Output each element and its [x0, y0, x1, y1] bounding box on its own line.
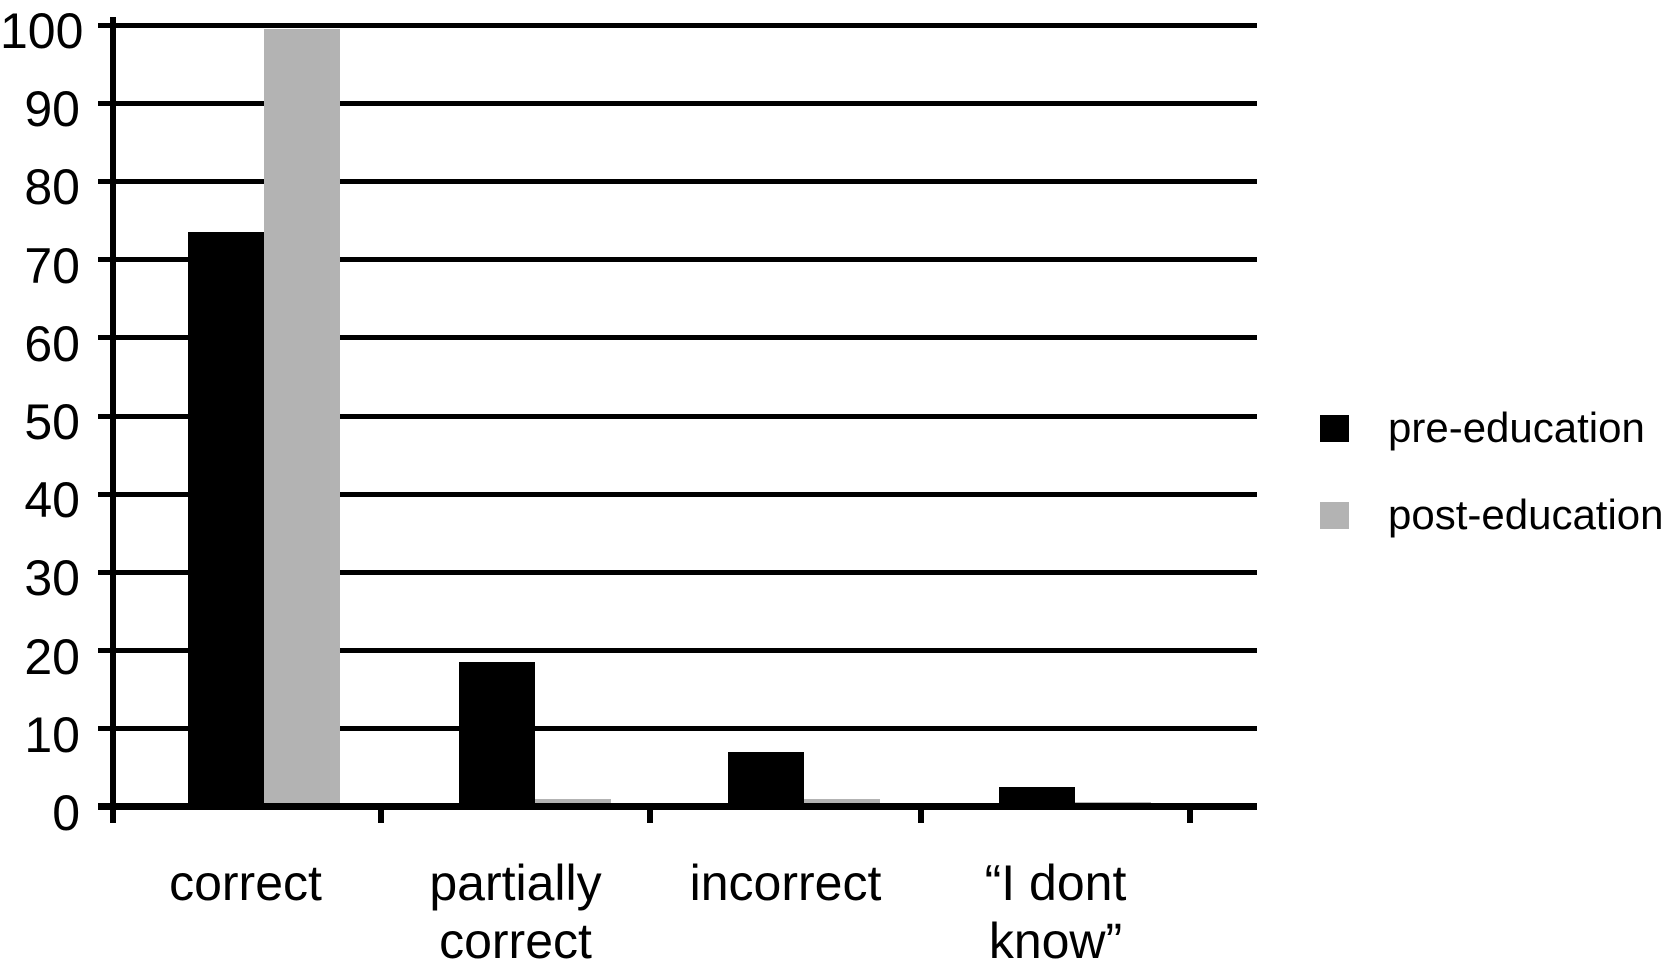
x-category-label: partially correct	[376, 854, 656, 970]
y-tick-label: 70	[24, 237, 80, 294]
y-tick-label: 80	[24, 159, 80, 216]
gridline	[98, 257, 1257, 263]
gridline	[98, 569, 1257, 575]
bar-pre-education	[999, 787, 1075, 807]
x-category-label-line: partially	[429, 855, 602, 911]
x-category-label-line: know”	[988, 913, 1123, 969]
y-tick-label: 50	[24, 394, 80, 450]
x-axis-tick	[1187, 807, 1193, 823]
gridline	[98, 648, 1257, 654]
x-category-label: “I dont know”	[916, 854, 1196, 970]
bar-post-education	[264, 28, 340, 807]
x-axis-line	[98, 803, 1257, 810]
y-tick-label: 0	[52, 785, 80, 841]
bar-pre-education	[728, 752, 804, 807]
x-axis-tick	[378, 807, 384, 823]
bar-pre-education	[459, 662, 535, 807]
gridline	[98, 413, 1257, 419]
gridline	[98, 726, 1257, 732]
gridline	[98, 178, 1257, 184]
gridline	[98, 100, 1257, 106]
y-tick-label: 20	[24, 628, 80, 685]
y-axis-line	[110, 17, 116, 823]
x-axis-tick	[918, 807, 924, 823]
y-tick-label: 90	[24, 81, 80, 138]
legend-item-pre-education: pre-education	[1320, 403, 1664, 453]
x-category-label: correct	[106, 854, 386, 912]
y-tick-label: 40	[24, 472, 80, 529]
x-category-label-line: correct	[439, 913, 592, 969]
legend-label-post-education: post-education	[1388, 491, 1664, 538]
gridline	[98, 335, 1257, 341]
y-tick-label: 10	[24, 706, 80, 763]
gridline	[98, 22, 1257, 28]
legend-swatch-pre-education-icon	[1320, 414, 1349, 442]
x-axis-tick	[647, 807, 653, 823]
legend-item-post-education: post-education	[1320, 490, 1664, 540]
gridline	[98, 491, 1257, 497]
x-category-label: incorrect	[646, 854, 926, 912]
y-tick-label: 100	[0, 3, 84, 59]
x-category-label-line: correct	[169, 855, 322, 911]
x-category-label-line: incorrect	[689, 855, 882, 911]
x-category-label-line: “I dont	[984, 855, 1127, 911]
y-tick-label: 30	[24, 550, 80, 607]
legend: pre-education post-education	[1320, 403, 1664, 577]
y-tick-label: 60	[24, 315, 80, 372]
bar-pre-education	[188, 232, 264, 807]
legend-swatch-post-education-icon	[1320, 501, 1349, 529]
legend-label-pre-education: pre-education	[1388, 404, 1645, 451]
